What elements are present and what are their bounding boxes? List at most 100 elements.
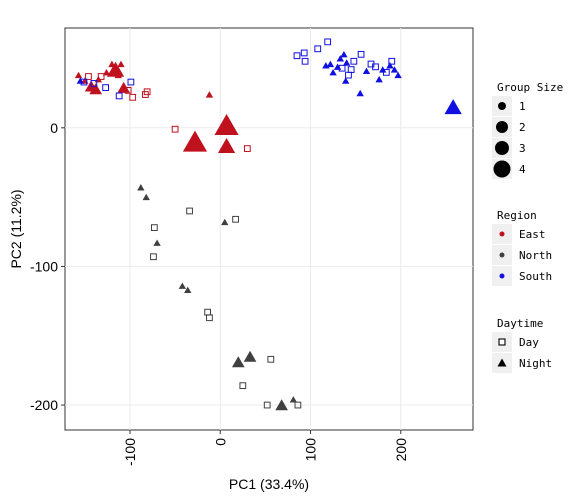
data-point-south-night <box>362 67 371 75</box>
data-point-south-day <box>301 57 309 65</box>
data-point-south-day <box>324 38 332 46</box>
legend-key-size-3 <box>495 141 509 155</box>
data-point-south-day <box>127 78 135 86</box>
data-point-east-night <box>182 130 208 152</box>
data-point-south-day <box>314 45 322 53</box>
data-point-south-day <box>300 49 308 57</box>
data-point-south-night <box>375 75 383 83</box>
legend-label-size-1: 1 <box>519 100 526 113</box>
data-point-south-day <box>350 57 358 65</box>
legend-label-day: Day <box>519 336 539 349</box>
legend-key-size-4 <box>493 160 511 178</box>
data-point-north-night <box>137 184 145 191</box>
data-point-east-night <box>74 71 83 79</box>
data-point-north-night <box>184 286 192 294</box>
data-point-south-night <box>356 89 364 97</box>
data-point-south-night <box>390 66 399 73</box>
y-axis-title: PC2 (11.2%) <box>8 189 24 268</box>
data-point-north-day <box>150 253 157 261</box>
legend-label-east: East <box>519 228 546 241</box>
data-point-east-day <box>124 86 132 94</box>
legend-label-size-3: 3 <box>519 142 526 155</box>
data-point-south-night <box>386 62 394 69</box>
data-point-east-night <box>214 114 239 136</box>
legend-title-group-size: Group Size <box>497 81 563 94</box>
data-point-south-day <box>382 68 390 76</box>
data-point-north-night <box>275 399 288 411</box>
data-point-north-day <box>186 207 193 215</box>
data-point-north-day <box>150 224 158 231</box>
data-point-south-day <box>80 78 88 86</box>
data-point-south-day <box>388 57 396 65</box>
data-point-south-day <box>372 63 379 71</box>
data-point-south-day <box>293 52 301 60</box>
data-point-east-day <box>85 73 92 80</box>
data-points <box>74 38 462 411</box>
data-point-east-night <box>106 61 125 77</box>
data-point-south-night <box>76 77 85 84</box>
x-tick-label: -100 <box>122 438 138 466</box>
data-point-east-day <box>129 93 137 101</box>
data-point-east-day <box>97 73 105 80</box>
data-point-south-night <box>394 71 402 79</box>
data-point-north-night <box>178 282 187 289</box>
axis-ticks: -100 0 100 200 0 -100 -200 <box>30 120 409 466</box>
data-point-east-night <box>117 81 130 93</box>
y-tick-label: 0 <box>50 120 58 136</box>
data-point-south-day <box>347 66 355 73</box>
data-point-south-day <box>357 50 365 58</box>
legend-key-south <box>499 273 505 279</box>
data-point-south-night <box>326 60 335 68</box>
data-point-north-day <box>206 314 213 322</box>
x-tick-label: 0 <box>212 438 228 446</box>
data-point-north-night <box>142 193 150 201</box>
data-point-east-night <box>114 71 122 79</box>
data-point-south-day <box>338 64 346 72</box>
legend-region: Region East North South <box>492 209 552 286</box>
legend-label-size-2: 2 <box>519 121 526 134</box>
legend-title-region: Region <box>497 209 537 222</box>
data-point-south-day <box>115 92 123 100</box>
x-tick-label: 200 <box>393 438 409 462</box>
legend-key-size-2 <box>496 121 508 133</box>
data-point-east-night <box>117 60 125 68</box>
legend-title-daytime: Daytime <box>497 317 543 330</box>
legend-daytime: Daytime Day Night <box>492 317 552 373</box>
legend-label-south: South <box>519 270 552 283</box>
plot-panel <box>64 27 474 431</box>
data-point-east-night <box>205 91 214 98</box>
data-point-north-night <box>231 356 245 368</box>
legend-group-size: Group Size 1 2 3 4 <box>492 81 563 179</box>
data-point-south-night <box>340 50 348 58</box>
legend-label-north: North <box>519 249 552 262</box>
data-point-east-night <box>102 68 111 76</box>
data-point-east-night <box>89 83 103 95</box>
data-point-north-night <box>243 350 257 362</box>
data-point-north-night <box>153 239 161 246</box>
x-axis-title: PC1 (33.4%) <box>229 476 309 492</box>
data-point-south-night <box>329 68 337 76</box>
data-point-east-night <box>217 137 236 153</box>
legend-key-night <box>497 358 507 367</box>
data-point-east-day <box>171 125 179 133</box>
y-tick-label: -200 <box>30 397 58 413</box>
data-point-south-night <box>342 77 350 84</box>
data-point-north-day <box>294 401 302 409</box>
data-point-east-day <box>243 145 251 152</box>
legend-label-size-4: 4 <box>519 163 526 176</box>
data-point-south-night <box>336 55 344 62</box>
legend-label-night: Night <box>519 357 552 370</box>
data-point-north-day <box>267 355 275 363</box>
y-tick-label: -100 <box>30 258 58 274</box>
data-point-south-night <box>342 59 351 66</box>
data-point-south-day <box>102 84 109 91</box>
data-point-north-day <box>263 401 271 409</box>
x-tick-label: 100 <box>303 438 319 462</box>
data-point-east-day <box>143 88 151 96</box>
legend-key-day <box>498 338 506 346</box>
data-point-south-day <box>90 80 98 87</box>
legend-key-north <box>499 252 505 258</box>
legend-key-east <box>499 231 505 237</box>
data-point-north-day <box>232 215 239 223</box>
